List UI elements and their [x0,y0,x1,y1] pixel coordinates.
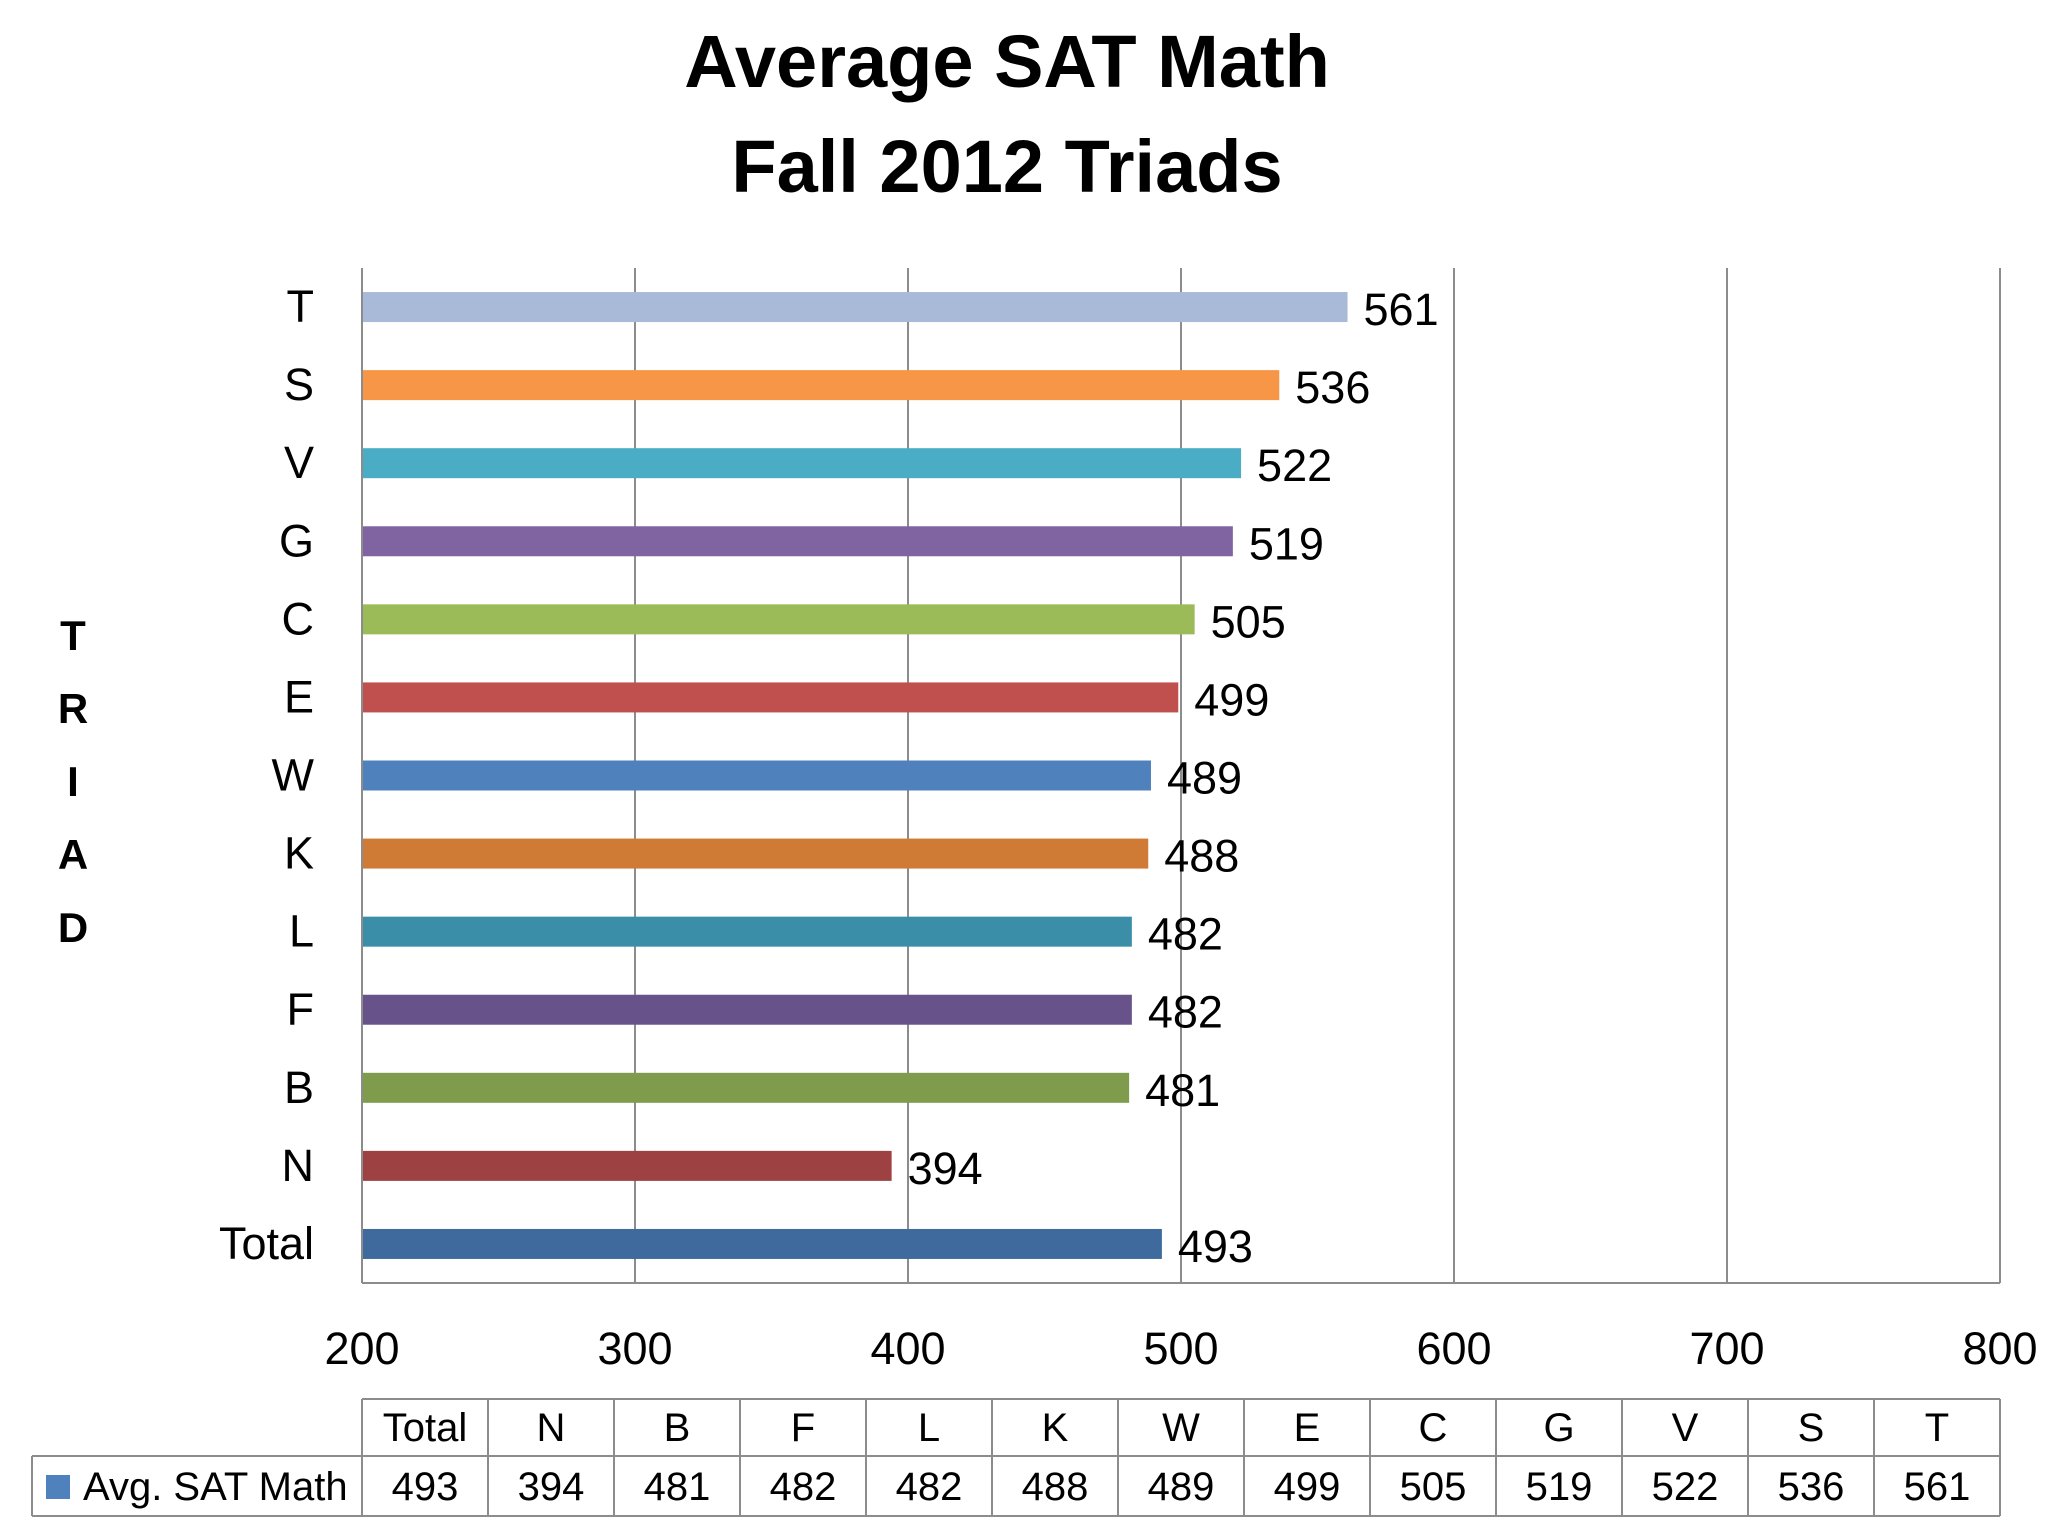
bar-l [363,916,1132,947]
table-header-k: K [1042,1406,1069,1450]
data-label-v: 522 [1257,440,1332,491]
category-label-total: Total [219,1218,314,1269]
category-label-t: T [287,281,315,332]
bar-c [363,604,1195,635]
data-label-t: 561 [1364,284,1439,335]
table-header-c: C [1419,1406,1448,1450]
bar-e [363,682,1179,713]
x-tick-700: 700 [1689,1323,1764,1374]
bar-s [363,370,1280,401]
data-label-s: 536 [1295,362,1370,413]
x-tick-400: 400 [870,1323,945,1374]
y-axis-title-letter-5: D [58,904,88,951]
bar-v [363,448,1242,479]
table-header-total: Total [383,1406,468,1450]
table-value-n: 394 [518,1465,585,1509]
category-label-s: S [284,359,314,410]
table-header-t: T [1925,1406,1949,1450]
table-value-l: 482 [896,1465,963,1509]
legend-swatch [46,1475,70,1499]
y-axis-title-letter-3: I [67,758,79,805]
data-label-f: 482 [1148,987,1223,1038]
table-header-n: N [537,1406,566,1450]
data-label-c: 505 [1211,596,1286,647]
data-label-l: 482 [1148,909,1223,960]
y-axis-title-letter-2: R [58,685,88,732]
table-value-s: 536 [1778,1465,1845,1509]
category-label-l: L [289,906,314,957]
table-header-f: F [791,1406,815,1450]
x-axis-tick-labels: 200 300 400 500 600 700 800 [324,1323,2037,1374]
x-tick-200: 200 [324,1323,399,1374]
data-label-g: 519 [1249,518,1324,569]
chart-title-line-2: Fall 2012 Triads [731,125,1282,208]
y-axis-title-letter-4: A [58,831,88,878]
table-value-e: 499 [1274,1465,1341,1509]
chart-title-line-1: Average SAT Math [684,20,1330,103]
table-value-total: 493 [392,1465,459,1509]
category-label-k: K [284,828,314,879]
category-label-c: C [282,593,315,644]
bar-t [363,292,1348,323]
bar-g [363,526,1233,557]
table-header-e: E [1294,1406,1321,1450]
data-label-e: 499 [1194,674,1269,725]
table-header-w: W [1162,1406,1200,1450]
data-label-k: 488 [1164,831,1239,882]
table-value-f: 482 [770,1465,837,1509]
bar-k [363,838,1149,869]
bar-total [363,1228,1162,1259]
category-label-v: V [284,437,314,488]
table-value-k: 488 [1022,1465,1089,1509]
table-value-v: 522 [1652,1465,1719,1509]
table-header-g: G [1543,1406,1574,1450]
table-value-c: 505 [1400,1465,1467,1509]
x-tick-500: 500 [1143,1323,1218,1374]
data-label-b: 481 [1145,1065,1220,1116]
table-value-t: 561 [1904,1465,1971,1509]
bar-f [363,994,1132,1025]
data-label-n: 394 [908,1143,983,1194]
bar-b [363,1072,1130,1103]
legend-label: Avg. SAT Math [83,1465,348,1509]
bar-w [363,760,1151,791]
category-label-f: F [287,984,315,1035]
data-table: Avg. SAT Math Total 493 N 394 B 481 F 482 L 482 K 48… [31,1398,2001,1517]
y-axis-title-letter-1: T [60,612,86,659]
table-value-g: 519 [1526,1465,1593,1509]
category-label-g: G [279,515,314,566]
table-value-b: 481 [644,1465,711,1509]
category-label-b: B [284,1062,314,1113]
category-label-w: W [272,750,315,801]
bar-series: 493 394 481 482 482 488 489 499 505 519 522 536 561 [363,284,1439,1272]
gridlines [361,268,2001,1284]
table-header-s: S [1798,1406,1825,1450]
bar-n [363,1150,892,1181]
table-header-l: L [918,1406,940,1450]
table-header-b: B [664,1406,691,1450]
data-label-total: 493 [1178,1221,1253,1272]
category-label-e: E [284,671,314,722]
x-tick-300: 300 [597,1323,672,1374]
category-label-n: N [282,1140,315,1191]
table-header-v: V [1672,1406,1699,1450]
x-tick-800: 800 [1962,1323,2037,1374]
data-label-w: 489 [1167,753,1242,804]
x-tick-600: 600 [1416,1323,1491,1374]
table-value-w: 489 [1148,1465,1215,1509]
